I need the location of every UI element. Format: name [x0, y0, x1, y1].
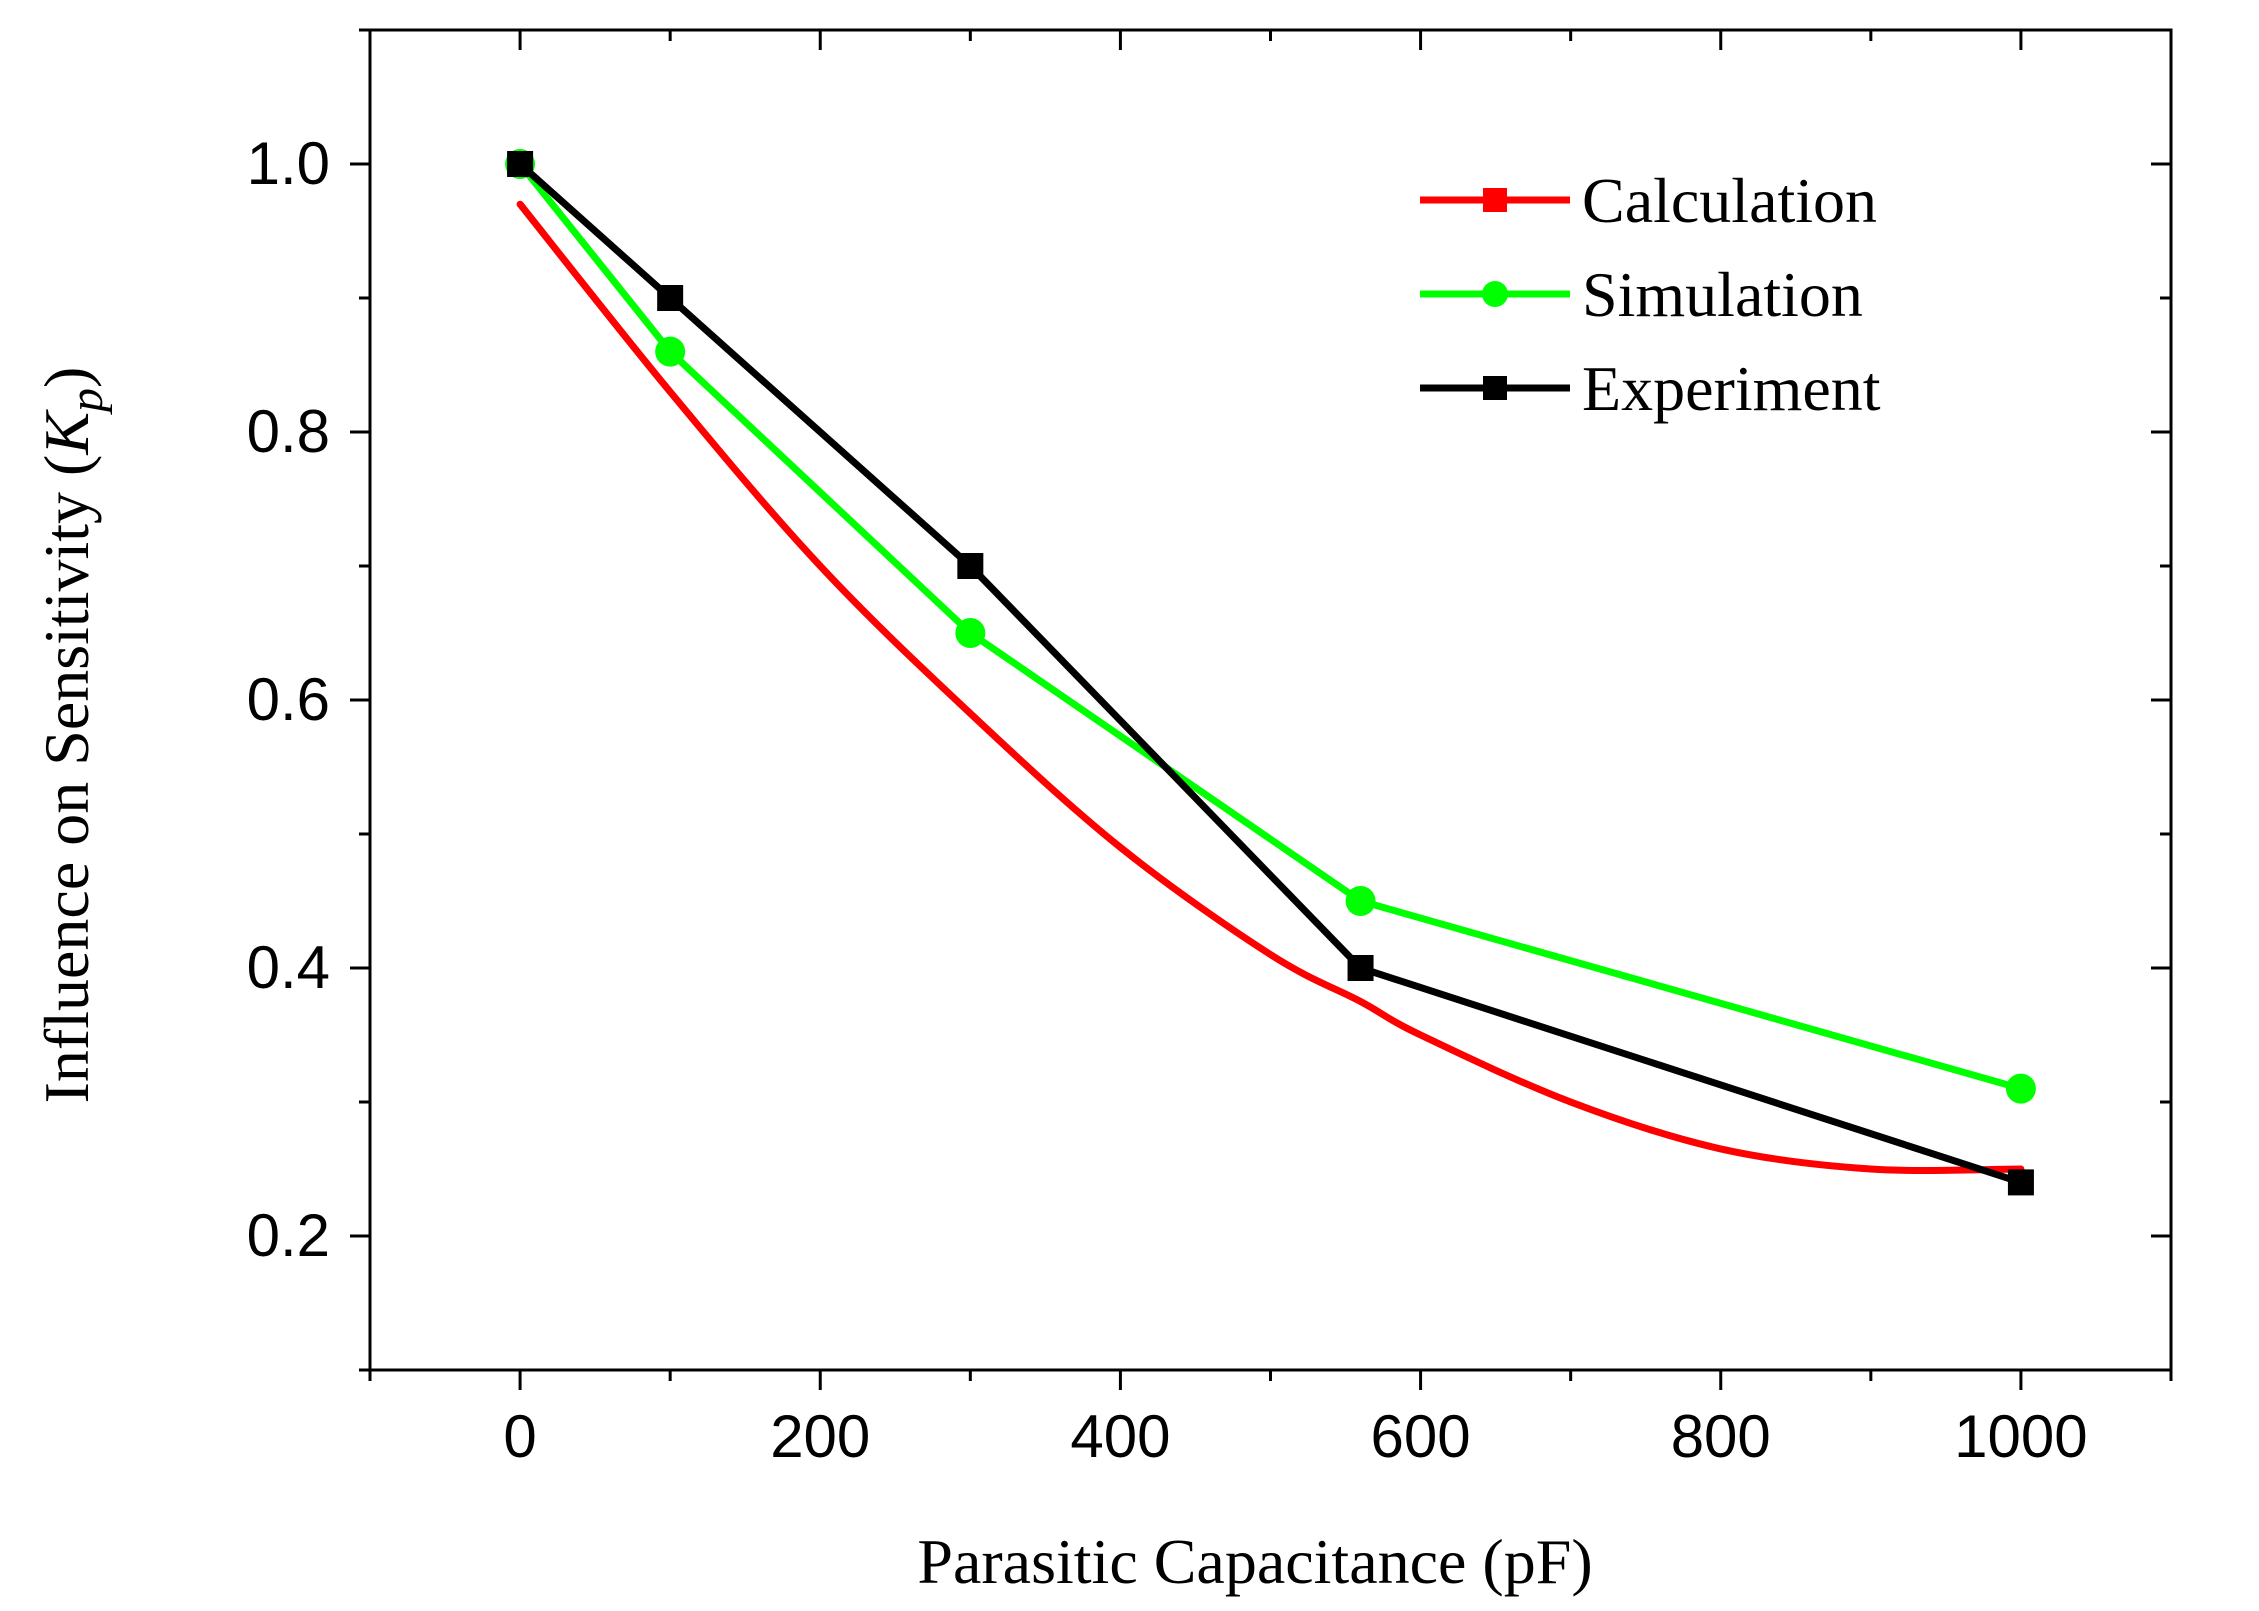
y-tick-label: 0.4 — [247, 934, 330, 1001]
x-tick-label: 0 — [503, 1403, 536, 1470]
legend-label: Simulation — [1582, 259, 1863, 330]
x-tick-label: 800 — [1671, 1403, 1771, 1470]
legend-marker — [1483, 376, 1507, 400]
legend-marker — [1483, 188, 1507, 212]
legend-label: Calculation — [1582, 165, 1877, 236]
x-tick-label: 1000 — [1954, 1403, 2087, 1470]
data-point-experiment — [2007, 1169, 2034, 1196]
x-tick-label: 400 — [1070, 1403, 1170, 1470]
y-axis-title-symbol: K — [31, 409, 102, 456]
y-axis-title-subscript: p — [60, 388, 113, 415]
y-tick-label: 0.6 — [247, 666, 330, 733]
y-axis-title-suffix: ) — [31, 367, 102, 388]
legend-item-simulation: Simulation — [1420, 259, 1863, 330]
data-point-simulation — [2005, 1073, 2036, 1104]
x-tick-label: 600 — [1371, 1403, 1471, 1470]
data-point-experiment — [1347, 955, 1374, 981]
series-experiment — [507, 151, 2034, 1196]
data-point-experiment — [957, 553, 984, 579]
data-point-simulation — [1345, 886, 1376, 916]
series-line-calculation — [516, 200, 2025, 1174]
axis-ticks: 0 200 400 600 800 1000 0.2 0.4 0.6 0.8 1.0 — [247, 28, 2173, 1470]
data-point-simulation — [655, 336, 686, 367]
y-axis-title: Influence on Sensitivity (Kp) — [31, 367, 113, 1104]
x-tick-label: 200 — [770, 1403, 870, 1470]
y-tick-label: 0.8 — [247, 398, 330, 465]
y-axis-title-prefix: Influence on Sensitivity ( — [31, 455, 102, 1104]
legend-item-calculation: Calculation — [1420, 165, 1877, 236]
legend: Calculation Simulation Experiment — [1420, 165, 1881, 424]
legend-item-experiment: Experiment — [1420, 353, 1881, 424]
y-tick-label: 0.2 — [247, 1202, 330, 1269]
x-axis-title: Parasitic Capacitance (pF) — [917, 1526, 1592, 1597]
series-layer — [505, 149, 2036, 1196]
legend-marker — [1482, 281, 1508, 307]
data-point-experiment — [507, 151, 534, 177]
legend-label: Experiment — [1582, 353, 1881, 424]
data-point-simulation — [955, 618, 986, 648]
series-calculation — [516, 200, 2025, 1174]
y-tick-label: 1.0 — [247, 130, 330, 197]
data-point-experiment — [657, 285, 684, 311]
